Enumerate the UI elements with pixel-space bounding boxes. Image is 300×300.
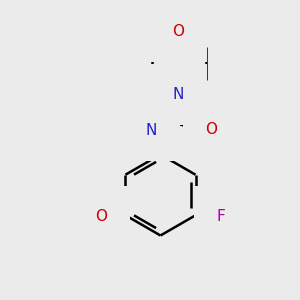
Text: N: N (146, 123, 157, 138)
Text: H: H (131, 122, 141, 136)
Text: O: O (172, 24, 184, 39)
Text: O: O (95, 209, 107, 224)
Text: O: O (206, 122, 218, 136)
Text: F: F (217, 209, 225, 224)
Text: N: N (173, 87, 184, 102)
